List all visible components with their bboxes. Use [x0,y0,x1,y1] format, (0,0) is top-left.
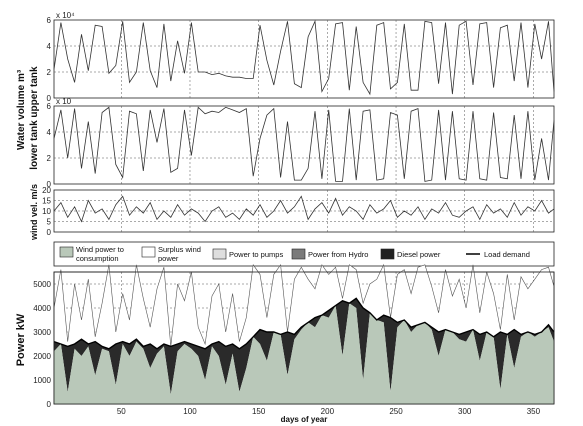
x-axis-label: days of year [281,415,328,424]
legend-label-hydro: Power from Hydro [308,250,368,259]
legend-label-wind-consumption-2: consumption [76,254,119,263]
lower-tank-exponent: x 10 [56,97,72,106]
legend-swatch-pumps [212,248,227,260]
y-tick-label: 4 [47,128,52,137]
legend-swatch-surplus-wind [141,246,156,258]
y-tick-label: 4 [47,42,52,51]
legend-swatch-wind-consumption [59,246,74,258]
y-tick-label: 4000 [33,304,51,313]
y-tick-label: 0 [47,228,52,237]
y-tick-label: 0 [47,400,52,409]
lower-tank-axes [53,105,555,185]
y-tick-label: 20 [42,186,51,195]
y-tick-label: 2000 [33,352,51,361]
x-tick-label: 200 [321,407,335,416]
legend-label-surplus-wind-2: power [158,254,179,263]
y-tick-label: 5000 [33,280,51,289]
legend-label-wind-consumption-1: Wind power to [76,245,124,254]
x-tick-label: 150 [252,407,266,416]
power-axes-border [53,271,555,405]
y-tick-label: 6 [47,16,52,25]
wind-ylabel: wind vel. m/s [29,184,39,241]
legend-label-surplus-wind-1: Surplus wind [158,245,201,254]
y-tick-label: 10 [42,207,51,216]
wind-consumption-area [54,303,554,404]
legend-label-load: Load demand [484,250,530,259]
y-tick-label: 1000 [33,376,51,385]
legend: Wind power to consumption Surplus wind p… [53,241,555,267]
y-tick-label: 0 [47,180,52,189]
y-tick-label: 15 [42,197,51,206]
lower-tank-ylabel: lower tank [29,120,40,170]
load-demand-line [53,297,555,350]
x-tick-label: 100 [183,407,197,416]
upper-tank-ylabel: upper tank [29,66,40,118]
legend-swatch-diesel [380,248,395,260]
water-volume-ylabel: Water volume m³ [16,69,27,150]
y-tick-label: 2 [47,154,52,163]
legend-label-diesel: Diesel power [397,250,441,259]
series-line [53,195,555,223]
upper-tank-axes [53,19,555,99]
power-panel: 0 1000 2000 3000 4000 5000 50 100 150 200 250 300 35… [33,263,555,416]
legend-label-pumps: Power to pumps [229,250,283,259]
x-tick-label: 250 [389,407,403,416]
upper-tank-exponent: x 10⁴ [56,11,75,20]
lower-tank-panel: x 10 0 2 4 6 [47,97,555,189]
x-tick-label: 350 [527,407,541,416]
y-tick-label: 3000 [33,328,51,337]
y-tick-label: 2 [47,68,52,77]
series-line [53,19,555,96]
power-ylabel: Power kW [15,313,27,366]
legend-swatch-hydro [291,248,306,260]
x-tick-label: 300 [458,407,472,416]
y-tick-label: 6 [47,102,52,111]
upper-tank-panel: x 10⁴ 0 2 4 6 [47,11,555,103]
y-tick-label: 5 [47,218,52,227]
x-tick-label: 50 [117,407,126,416]
y-tick-label: 0 [47,94,52,103]
series-line [53,106,555,182]
legend-box [53,241,555,267]
